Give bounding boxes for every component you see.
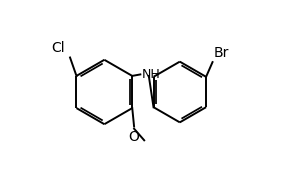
Text: Cl: Cl (51, 41, 65, 55)
Text: O: O (129, 130, 140, 144)
Text: Br: Br (213, 46, 229, 60)
Text: NH: NH (142, 68, 160, 81)
